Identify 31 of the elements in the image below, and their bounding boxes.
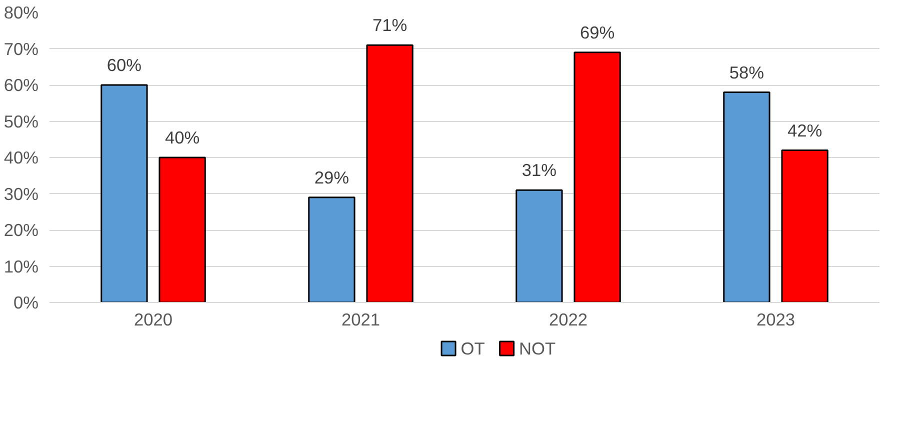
data-label: 40% [164,128,200,148]
x-tick-label: 2021 [341,310,380,330]
y-tick-label: 40% [4,148,39,168]
y-tick-label: 60% [4,75,39,95]
y-tick-label: 80% [4,2,39,22]
y-tick-label: 30% [4,184,39,204]
x-tick-label: 2020 [134,310,173,330]
data-label: 69% [580,22,615,42]
bar [158,156,206,302]
x-tick-label: 2022 [548,310,588,330]
bar [516,189,563,302]
y-tick-label: 50% [4,111,39,132]
legend-label: OT [460,338,486,358]
data-label: 60% [106,55,142,75]
y-tick-label: 20% [4,220,39,240]
data-label: 58% [729,62,764,82]
data-label: 31% [522,160,557,180]
bar [366,44,414,302]
data-label: 29% [314,167,350,188]
bar [781,150,828,302]
y-tick-label: 10% [4,256,39,276]
legend-label: NOT [519,338,556,358]
data-label: 42% [787,120,822,140]
data-label: 71% [372,15,408,36]
bar [100,84,148,302]
y-tick-label: 70% [4,38,39,59]
y-tick-label: 0% [13,292,38,312]
bar [723,92,770,302]
x-tick-label: 2023 [756,310,796,330]
bar [574,52,621,302]
bar [308,196,356,302]
